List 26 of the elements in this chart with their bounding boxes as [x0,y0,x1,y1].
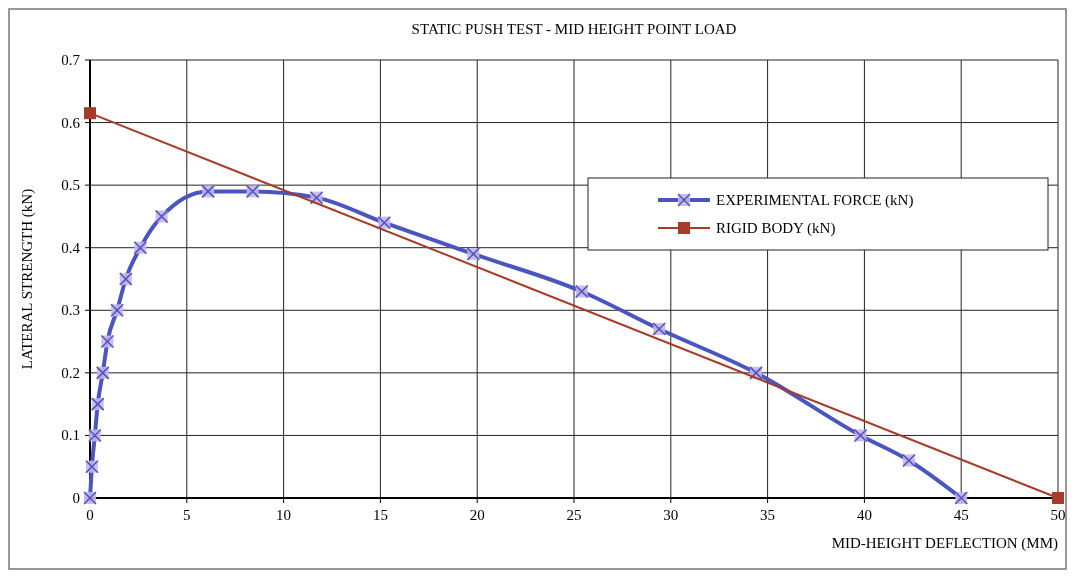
x-tick-label: 50 [1050,507,1066,523]
x-tick-label: 30 [663,507,679,523]
x-axis-title: MID-HEIGHT DEFLECTION (MM) [831,535,1058,552]
y-tick-label: 0.4 [61,239,81,256]
y-tick-label: 0.2 [61,364,80,381]
point [1052,492,1064,504]
y-axis-title: LATERAL STRENGTH (kN) [19,188,36,370]
x-tick-label: 0 [86,507,94,523]
y-tick-label: 0.1 [61,427,80,444]
y-tick-label: 0.3 [61,302,80,319]
x-tick-label: 45 [953,507,969,523]
legend-label: RIGID BODY (kN) [716,220,836,237]
y-tick-label: 0.5 [61,177,80,194]
x-tick-label: 15 [372,507,388,523]
y-tick-label: 0.7 [61,52,81,68]
x-tick-label: 20 [469,507,485,523]
x-tick-label: 10 [276,507,292,523]
x-tick-label: 40 [856,507,872,523]
x-tick-label: 35 [760,507,776,523]
point [84,107,96,120]
y-tick-label: 0 [72,490,80,506]
chart-title: STATIC PUSH TEST - MID HEIGHT POINT LOAD [411,21,737,37]
y-tick-label: 0.6 [61,114,81,131]
x-tick-label: 5 [183,507,191,523]
legend-label: EXPERIMENTAL FORCE (kN) [716,192,914,209]
x-tick-label: 25 [566,507,582,523]
